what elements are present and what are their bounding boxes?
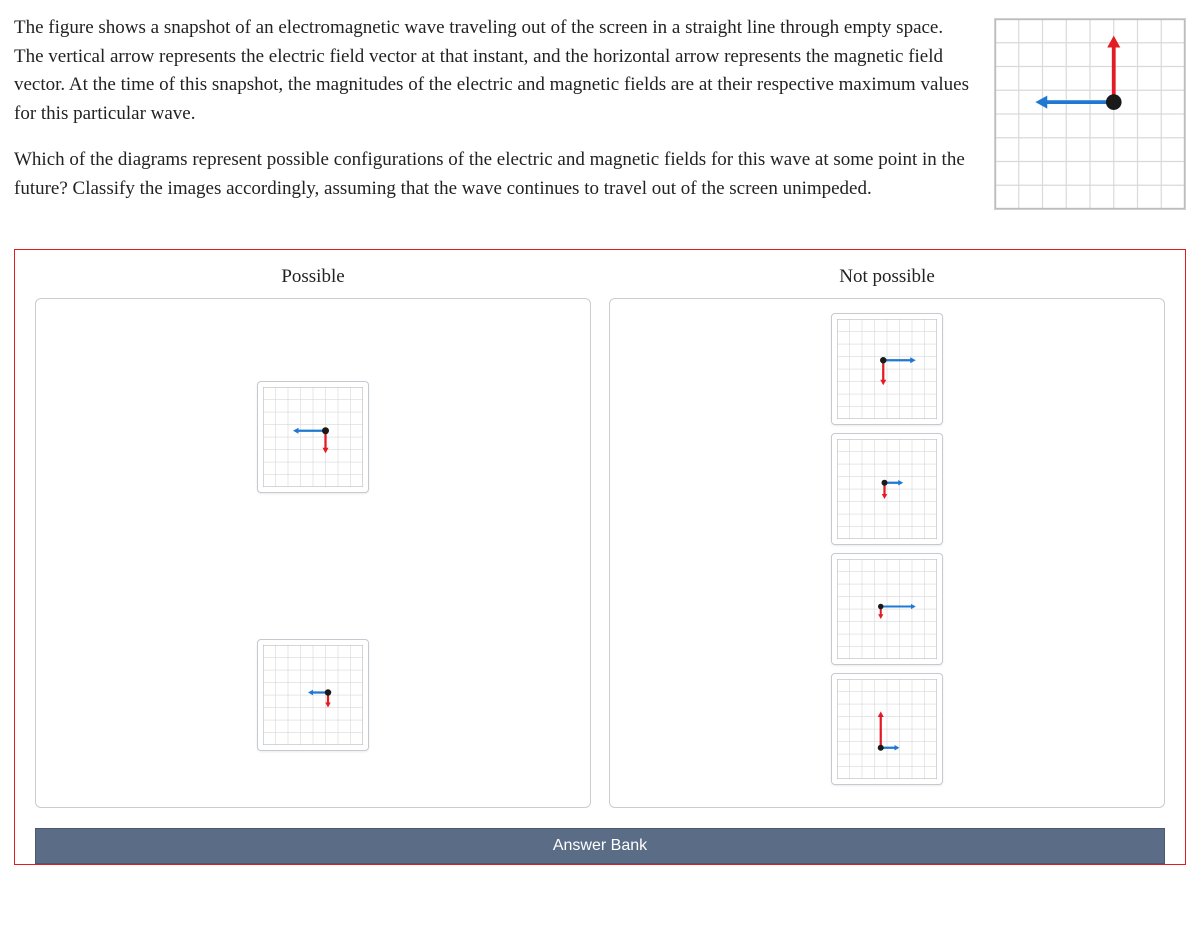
diagram-svg xyxy=(837,439,937,539)
answer-bank-button[interactable]: Answer Bank xyxy=(35,828,1165,864)
diagram-tile[interactable] xyxy=(257,639,369,751)
diagram-tile[interactable] xyxy=(831,313,943,425)
possible-label: Possible xyxy=(281,266,344,288)
question-text: The figure shows a snapshot of an electr… xyxy=(14,14,974,221)
diagram-svg xyxy=(263,645,363,745)
not-possible-label: Not possible xyxy=(839,266,935,288)
possible-column: Possible xyxy=(35,260,591,808)
diagram-tile[interactable] xyxy=(831,673,943,785)
reference-diagram xyxy=(994,18,1186,210)
diagram-svg xyxy=(837,319,937,419)
question-para-1: The figure shows a snapshot of an electr… xyxy=(14,14,974,128)
possible-dropzone[interactable] xyxy=(35,298,591,808)
not-possible-column: Not possible xyxy=(609,260,1165,808)
diagram-tile[interactable] xyxy=(257,381,369,493)
diagram-svg xyxy=(263,387,363,487)
question-para-2: Which of the diagrams represent possible… xyxy=(14,146,974,203)
not-possible-dropzone[interactable] xyxy=(609,298,1165,808)
diagram-tile[interactable] xyxy=(831,553,943,665)
classification-container: Possible Not possible Answer Bank xyxy=(14,249,1186,865)
diagram-svg xyxy=(837,679,937,779)
diagram-tile[interactable] xyxy=(831,433,943,545)
diagram-svg xyxy=(837,559,937,659)
